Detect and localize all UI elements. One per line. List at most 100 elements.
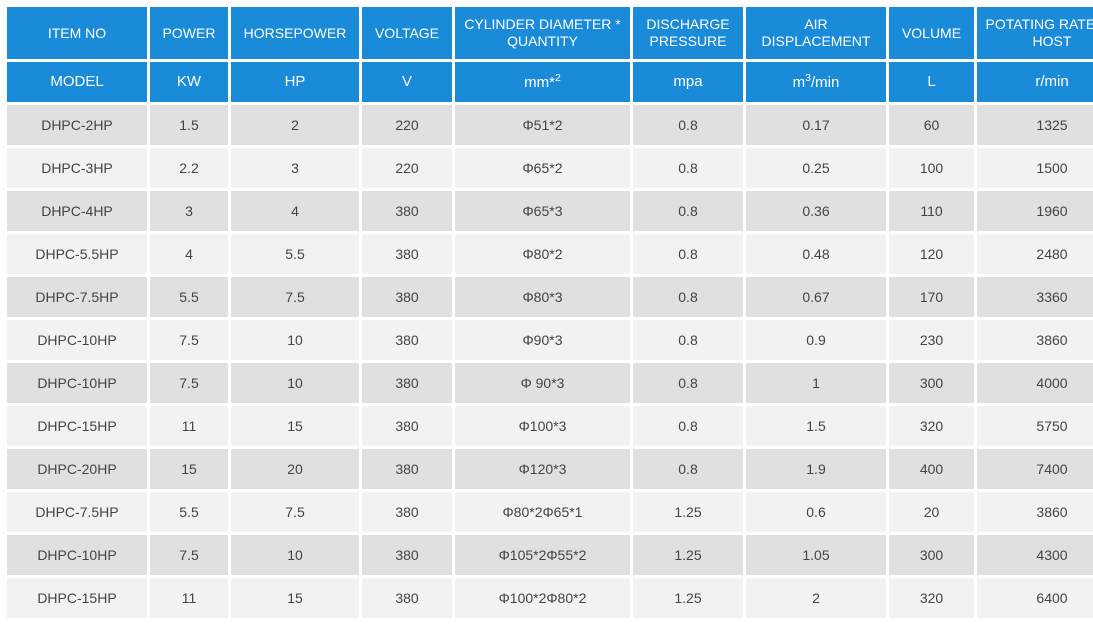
cell-hp: 2 xyxy=(231,105,359,145)
cell-pressure: 0.8 xyxy=(633,320,743,360)
cell-model: DHPC-7.5HP xyxy=(7,492,147,532)
cell-cylinder: Φ105*2Φ55*2 xyxy=(455,535,630,575)
cell-cylinder: Φ100*3 xyxy=(455,406,630,446)
cell-voltage: 380 xyxy=(362,363,452,403)
cell-hp: 20 xyxy=(231,449,359,489)
cell-voltage: 380 xyxy=(362,277,452,317)
cell-hp: 10 xyxy=(231,535,359,575)
cell-cylinder: Φ80*2Φ65*1 xyxy=(455,492,630,532)
col-header-item-no: ITEM NO xyxy=(7,7,147,59)
cell-voltage: 380 xyxy=(362,234,452,274)
cell-cylinder: Φ90*3 xyxy=(455,320,630,360)
table-row: DHPC-2HP 1.5 2 220 Φ51*2 0.8 0.17 60 132… xyxy=(7,105,1093,145)
cell-rate: 2480 xyxy=(977,234,1093,274)
cell-model: DHPC-20HP xyxy=(7,449,147,489)
col-header-rotating-rate: POTATING RATE OF HOST xyxy=(977,7,1093,59)
table-row: DHPC-10HP 7.5 10 380 Φ105*2Φ55*2 1.25 1.… xyxy=(7,535,1093,575)
cell-model: DHPC-7.5HP xyxy=(7,277,147,317)
unit-hp: HP xyxy=(231,62,359,102)
cell-displacement: 0.17 xyxy=(746,105,886,145)
cell-displacement: 1.05 xyxy=(746,535,886,575)
cell-rate: 6400 xyxy=(977,578,1093,618)
cell-pressure: 0.8 xyxy=(633,234,743,274)
cell-rate: 3860 xyxy=(977,320,1093,360)
cell-cylinder: Φ65*3 xyxy=(455,191,630,231)
cell-cylinder: Φ120*3 xyxy=(455,449,630,489)
cell-pressure: 1.25 xyxy=(633,578,743,618)
cell-displacement: 0.36 xyxy=(746,191,886,231)
cell-volume: 20 xyxy=(889,492,974,532)
table-row: DHPC-10HP 7.5 10 380 Φ 90*3 0.8 1 300 40… xyxy=(7,363,1093,403)
cell-displacement: 0.6 xyxy=(746,492,886,532)
cell-model: DHPC-15HP xyxy=(7,578,147,618)
cell-volume: 120 xyxy=(889,234,974,274)
cell-pressure: 0.8 xyxy=(633,191,743,231)
unit-v: V xyxy=(362,62,452,102)
cell-displacement: 1 xyxy=(746,363,886,403)
cell-power: 11 xyxy=(150,406,228,446)
table-row: DHPC-4HP 3 4 380 Φ65*3 0.8 0.36 110 1960 xyxy=(7,191,1093,231)
cell-hp: 5.5 xyxy=(231,234,359,274)
cell-volume: 110 xyxy=(889,191,974,231)
unit-m3min: m3/min xyxy=(746,62,886,102)
cell-displacement: 0.25 xyxy=(746,148,886,188)
cell-cylinder: Φ100*2Φ80*2 xyxy=(455,578,630,618)
cell-model: DHPC-4HP xyxy=(7,191,147,231)
cell-cylinder: Φ80*3 xyxy=(455,277,630,317)
cell-displacement: 2 xyxy=(746,578,886,618)
cell-rate: 4000 xyxy=(977,363,1093,403)
cell-power: 11 xyxy=(150,578,228,618)
cell-power: 15 xyxy=(150,449,228,489)
cell-volume: 60 xyxy=(889,105,974,145)
cell-hp: 15 xyxy=(231,406,359,446)
cell-volume: 300 xyxy=(889,363,974,403)
cell-cylinder: Φ 90*3 xyxy=(455,363,630,403)
spec-table: ITEM NO POWER HORSEPOWER VOLTAGE CYLINDE… xyxy=(4,4,1093,621)
unit-kw: KW xyxy=(150,62,228,102)
col-header-discharge-pressure: DISCHARGE PRESSURE xyxy=(633,7,743,59)
unit-mpa: mpa xyxy=(633,62,743,102)
cell-pressure: 0.8 xyxy=(633,449,743,489)
cell-power: 7.5 xyxy=(150,535,228,575)
header-row-2: MODEL KW HP V mm*2 mpa m3/min L r/min xyxy=(7,62,1093,102)
cell-pressure: 1.25 xyxy=(633,535,743,575)
cell-volume: 400 xyxy=(889,449,974,489)
cell-voltage: 380 xyxy=(362,492,452,532)
cell-voltage: 220 xyxy=(362,105,452,145)
cell-displacement: 0.67 xyxy=(746,277,886,317)
cell-power: 3 xyxy=(150,191,228,231)
cell-cylinder: Φ51*2 xyxy=(455,105,630,145)
cell-rate: 4300 xyxy=(977,535,1093,575)
cell-pressure: 0.8 xyxy=(633,363,743,403)
cell-rate: 1325 xyxy=(977,105,1093,145)
cell-cylinder: Φ65*2 xyxy=(455,148,630,188)
cell-rate: 7400 xyxy=(977,449,1093,489)
col-header-horsepower: HORSEPOWER xyxy=(231,7,359,59)
cell-hp: 7.5 xyxy=(231,492,359,532)
cell-hp: 10 xyxy=(231,320,359,360)
cell-power: 4 xyxy=(150,234,228,274)
cell-voltage: 380 xyxy=(362,191,452,231)
cell-power: 5.5 xyxy=(150,277,228,317)
cell-rate: 1960 xyxy=(977,191,1093,231)
cell-rate: 1500 xyxy=(977,148,1093,188)
cell-volume: 320 xyxy=(889,406,974,446)
cell-volume: 170 xyxy=(889,277,974,317)
unit-rmin: r/min xyxy=(977,62,1093,102)
cell-pressure: 1.25 xyxy=(633,492,743,532)
cell-power: 5.5 xyxy=(150,492,228,532)
table-row: DHPC-7.5HP 5.5 7.5 380 Φ80*3 0.8 0.67 17… xyxy=(7,277,1093,317)
cell-pressure: 0.8 xyxy=(633,406,743,446)
cell-pressure: 0.8 xyxy=(633,277,743,317)
unit-l: L xyxy=(889,62,974,102)
col-header-voltage: VOLTAGE xyxy=(362,7,452,59)
cell-hp: 15 xyxy=(231,578,359,618)
cell-displacement: 0.9 xyxy=(746,320,886,360)
cell-pressure: 0.8 xyxy=(633,148,743,188)
cell-volume: 300 xyxy=(889,535,974,575)
col-header-power: POWER xyxy=(150,7,228,59)
cell-model: DHPC-10HP xyxy=(7,363,147,403)
cell-volume: 320 xyxy=(889,578,974,618)
table-row: DHPC-5.5HP 4 5.5 380 Φ80*2 0.8 0.48 120 … xyxy=(7,234,1093,274)
cell-hp: 4 xyxy=(231,191,359,231)
